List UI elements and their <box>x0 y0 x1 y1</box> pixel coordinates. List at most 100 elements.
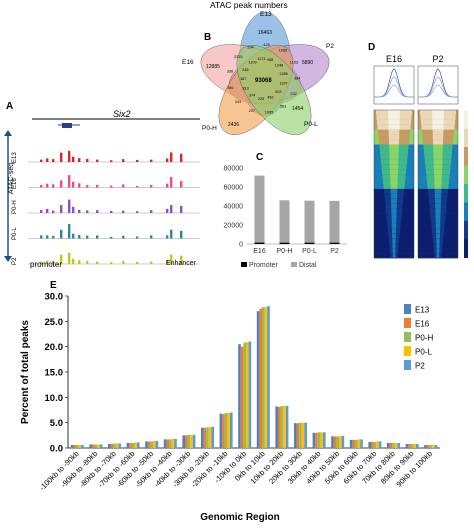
venn-region-count: 563 <box>280 105 286 109</box>
colorbar-segment <box>464 128 468 147</box>
bar-E13 <box>405 443 409 448</box>
heat-row-core <box>391 198 397 205</box>
bar-P2 <box>248 341 252 448</box>
track-peak <box>78 158 81 162</box>
bar-P0-L <box>208 427 212 448</box>
venn-region-count: 1085 <box>279 49 287 53</box>
bar-E16 <box>147 441 151 448</box>
heat-row-core <box>435 208 441 214</box>
bar-E16 <box>408 443 411 448</box>
heatmap-column-label: E16 <box>386 54 402 64</box>
bar-E16 <box>203 427 207 448</box>
colorbar-segment <box>464 147 468 166</box>
bar-P0-L <box>153 440 156 448</box>
bar-P0-H <box>113 443 116 448</box>
bar-E16 <box>166 439 169 448</box>
bar-P2 <box>155 440 159 448</box>
heat-row-core <box>392 238 396 244</box>
bar-P2 <box>341 435 345 448</box>
heat-row-core <box>433 149 443 155</box>
legend-label: E13 <box>415 306 430 315</box>
y-tick-label: 15.0 <box>45 368 64 379</box>
bar-E16 <box>352 439 355 448</box>
heat-row-core <box>435 213 441 219</box>
bar-distal <box>304 200 315 243</box>
venn-region-count: 458 <box>267 58 273 62</box>
venn-set-P0-L <box>236 45 312 135</box>
bar-P0-H <box>150 441 154 448</box>
track-peak <box>72 258 75 264</box>
bar-P0-L <box>171 438 175 448</box>
bar-P2 <box>230 412 233 448</box>
track-peak <box>52 235 55 239</box>
bar-P2 <box>323 432 326 448</box>
bar-P0-L <box>78 444 82 448</box>
heat-row-core <box>388 114 400 121</box>
track-peak <box>136 236 139 239</box>
heat-row-core <box>389 139 399 145</box>
bar-P0-L <box>246 342 249 448</box>
heat-row-core <box>436 243 440 249</box>
panel-b-label: B <box>204 32 212 43</box>
venn-diagram: E13 E16 P2 P0-H P0-L 16463 12885 5890 2436 1454 93… <box>182 11 334 135</box>
venn-set-label: E13 <box>260 11 272 18</box>
venn-region-count: 246 <box>242 68 248 72</box>
venn-region-count: 313 <box>242 87 248 91</box>
track-peak <box>180 205 183 213</box>
heat-row-core <box>392 228 396 234</box>
bar-E13 <box>163 439 167 448</box>
heat-row-core <box>432 114 444 121</box>
panel-a-label: A <box>6 101 14 112</box>
heat-row-core <box>432 110 444 116</box>
track-peak <box>150 184 153 188</box>
legend-swatch <box>404 332 411 342</box>
track-peak <box>68 150 71 162</box>
heatmap-frame <box>373 109 415 259</box>
track-peak <box>86 260 89 264</box>
track-peak <box>60 152 63 162</box>
track-peak <box>110 185 113 188</box>
bar-P2 <box>378 441 382 448</box>
colorbar-segment <box>464 239 468 258</box>
track-peak <box>122 235 125 239</box>
heat-row-core <box>436 228 440 234</box>
track-peak <box>150 210 153 213</box>
bar-P0-H <box>336 436 340 448</box>
bar-promoter <box>279 242 290 244</box>
bar-P2 <box>81 444 84 448</box>
track-peak <box>166 260 169 264</box>
track-peak <box>40 235 43 239</box>
x-axis-label: Genomic Region <box>200 512 279 523</box>
track-peak <box>52 210 55 213</box>
bar-P0-L <box>394 442 398 448</box>
bar-P0-H <box>75 444 79 448</box>
bar-P0-L <box>283 405 286 448</box>
heatmap-panel: E16 P2 <box>373 54 468 259</box>
heat-row-core <box>389 154 399 160</box>
bar-P0-L <box>357 439 361 448</box>
heat-row-core <box>435 203 441 209</box>
track-peak <box>72 156 75 162</box>
bar-P2 <box>174 438 177 448</box>
venn-region-count: 2315 <box>234 55 242 59</box>
heat-row-core <box>391 208 397 214</box>
track-peak <box>40 184 43 188</box>
bar-P2 <box>99 444 103 448</box>
track-peak <box>68 223 71 239</box>
track-peak <box>60 229 63 239</box>
bar-P2 <box>285 405 289 448</box>
track-peak <box>170 152 173 162</box>
bar-E16 <box>73 444 76 448</box>
heat-row-core <box>388 134 400 140</box>
track-peak <box>170 177 173 188</box>
profile-curve <box>418 84 458 98</box>
heat-row-core <box>435 218 441 224</box>
heat-row-core <box>392 243 396 249</box>
bar-P0-L <box>376 441 379 448</box>
bar-E13 <box>182 435 185 448</box>
track-peak <box>136 159 139 162</box>
track-peak <box>72 233 75 239</box>
bar-distal <box>254 175 265 243</box>
bar-P0-L <box>432 444 435 448</box>
bar-E13 <box>89 444 92 448</box>
